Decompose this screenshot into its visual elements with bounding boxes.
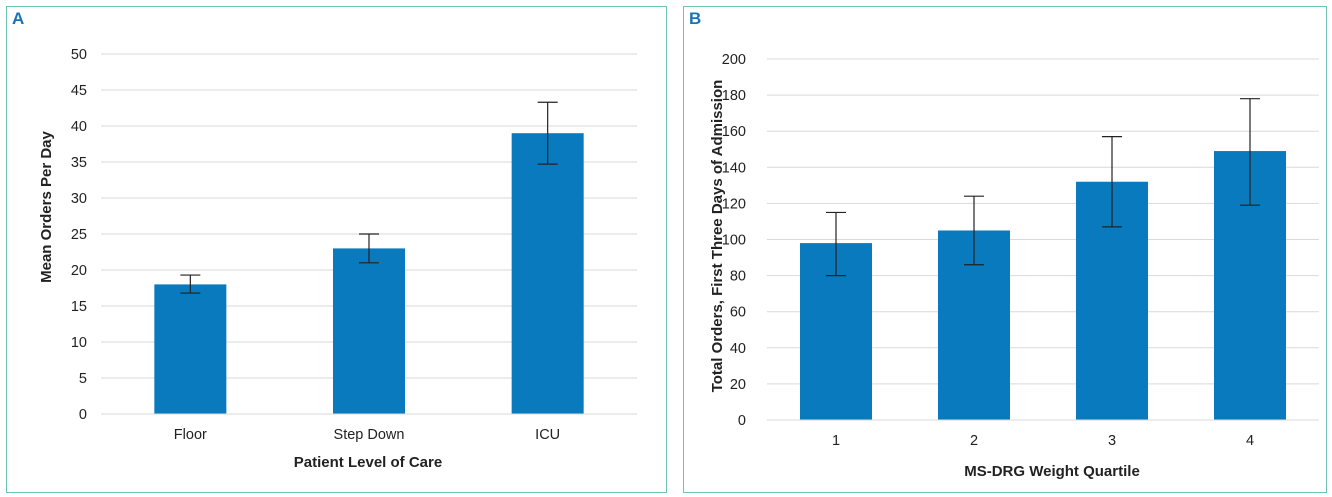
x-axis-label-b: MS-DRG Weight Quartile (964, 463, 1140, 480)
x-tick-label-a: ICU (535, 427, 560, 443)
y-tick-label-b: 140 (722, 160, 746, 176)
x-tick-label-a: Step Down (334, 427, 405, 443)
y-tick-label-a: 45 (71, 83, 87, 99)
y-tick-label-a: 10 (71, 335, 87, 351)
y-tick-label-b: 80 (730, 269, 746, 285)
x-tick-label-b: 3 (1108, 433, 1116, 449)
panel-label-a: A (12, 9, 25, 28)
bar-a (511, 133, 584, 414)
y-axis-label-b: Total Orders, First Three Days of Admiss… (709, 80, 726, 393)
panel-label-b: B (689, 9, 702, 28)
x-axis-label-a: Patient Level of Care (294, 454, 442, 471)
y-tick-label-a: 20 (71, 263, 87, 279)
y-tick-label-a: 40 (71, 119, 87, 135)
bar-a (333, 248, 405, 414)
y-tick-label-b: 0 (738, 413, 746, 429)
y-tick-label-b: 200 (722, 52, 746, 68)
chart-panel-b: B 0 20 40 60 80 100 120 140 160 180 200 1 2 3 4 Total O… (683, 6, 1327, 493)
y-tick-label-a: 15 (71, 299, 87, 315)
y-tick-label-b: 160 (722, 124, 746, 140)
x-tick-label-a: Floor (174, 427, 207, 443)
chart-panel-a: A 0 5 10 15 20 25 30 35 40 45 50 Floor Step Down ICU M… (6, 6, 667, 493)
chart-b-svg: 0 20 40 60 80 100 120 140 160 180 200 1 2 3 4 Total Ord… (709, 52, 1319, 480)
x-tick-label-b: 4 (1246, 433, 1254, 449)
y-tick-label-a: 35 (71, 155, 87, 171)
bar-a (154, 284, 227, 414)
y-tick-label-b: 120 (722, 196, 746, 212)
y-tick-label-a: 0 (79, 407, 87, 423)
y-tick-label-b: 100 (722, 233, 746, 249)
y-tick-label-b: 40 (730, 341, 746, 357)
y-tick-label-a: 25 (71, 227, 87, 243)
y-tick-label-a: 30 (71, 191, 87, 207)
y-tick-label-b: 20 (730, 377, 746, 393)
y-tick-label-b: 60 (730, 305, 746, 321)
x-tick-label-b: 2 (970, 433, 978, 449)
chart-a-svg: 0 5 10 15 20 25 30 35 40 45 50 Floor Step Down ICU Mea… (38, 47, 637, 471)
x-tick-label-b: 1 (832, 433, 840, 449)
y-tick-label-a: 50 (71, 47, 87, 63)
y-tick-label-a: 5 (79, 371, 87, 387)
y-axis-label-a: Mean Orders Per Day (38, 130, 55, 282)
y-tick-label-b: 180 (722, 88, 746, 104)
